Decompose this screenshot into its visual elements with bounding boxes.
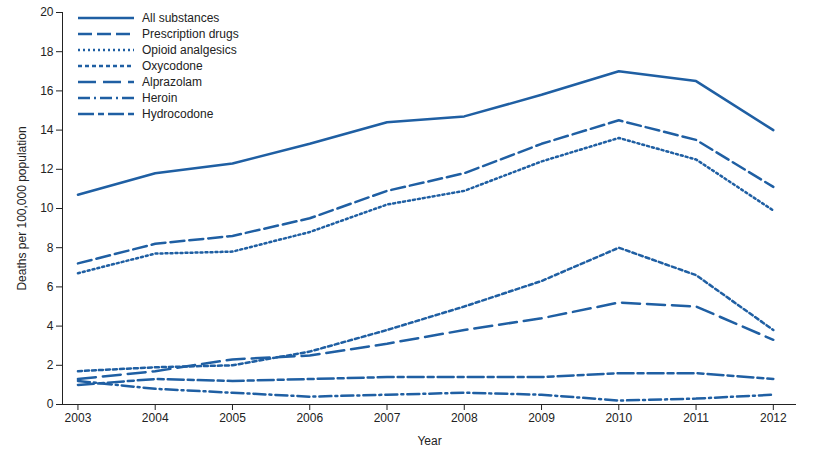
svg-text:18: 18 [40,45,54,59]
svg-text:2007: 2007 [374,411,401,425]
html-text:Heroin: Heroin [142,91,178,105]
svg-text:2008: 2008 [451,411,478,425]
svg-text:2: 2 [47,358,54,372]
html-text:Opioid analgesics: Opioid analgesics [142,43,237,57]
svg-text:2003: 2003 [65,411,92,425]
svg-text:4: 4 [47,319,54,333]
svg-text:10: 10 [40,201,54,215]
svg-text:12: 12 [40,162,54,176]
svg-text:8: 8 [47,241,54,255]
svg-text:2005: 2005 [219,411,246,425]
svg-text:6: 6 [47,280,54,294]
svg-text:2010: 2010 [605,411,632,425]
svg-text:20: 20 [40,5,54,19]
svg-text:2006: 2006 [296,411,323,425]
svg-text:2012: 2012 [760,411,787,425]
html-text:Prescription drugs: Prescription drugs [142,27,239,41]
svg-text:2011: 2011 [683,411,709,425]
svg-text:2004: 2004 [142,411,169,425]
svg-text:Deaths per 100,000 population: Deaths per 100,000 population [15,126,29,290]
html-text:Oxycodone: Oxycodone [142,59,203,73]
html-text:Alprazolam: Alprazolam [142,75,202,89]
svg-text:14: 14 [40,123,54,137]
svg-text:16: 16 [40,84,54,98]
svg-text:Year: Year [417,434,441,448]
html-text:Hydrocodone: Hydrocodone [142,107,214,121]
svg-text:2009: 2009 [528,411,555,425]
html-text:All substances: All substances [142,11,220,25]
svg-text:0: 0 [47,397,54,411]
